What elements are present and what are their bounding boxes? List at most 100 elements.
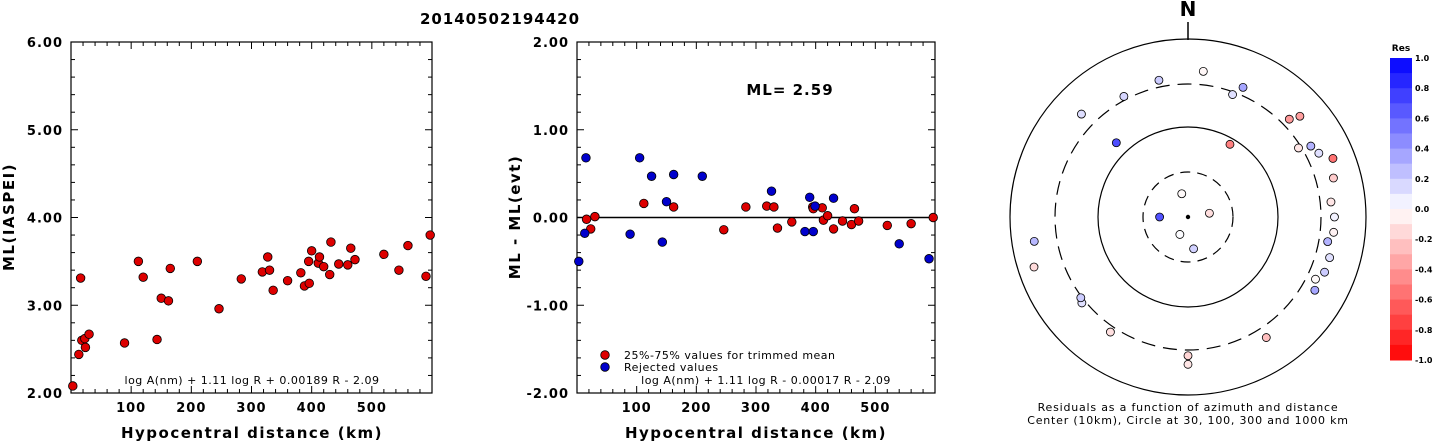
panel-polar-residuals: N Residuals as a function of azimuth and… <box>1009 0 1367 427</box>
y-tick-label: 3.00 <box>27 299 63 314</box>
station-marker <box>1175 230 1185 239</box>
station-marker <box>1329 173 1338 183</box>
panel-1-x-axis-label: Hypocentral distance (km) <box>121 424 383 441</box>
colorbar-cell <box>1390 178 1412 195</box>
colorbar-cell <box>1390 133 1412 150</box>
data-point <box>296 268 306 278</box>
data-point <box>403 240 413 251</box>
rejected-point <box>894 239 904 249</box>
station-marker <box>1314 148 1324 158</box>
colorbar-cell <box>1390 284 1412 301</box>
y-tick-label: 1.00 <box>533 124 569 139</box>
station-marker <box>1329 227 1339 237</box>
station-marker <box>1155 212 1165 222</box>
x-tick-label: 400 <box>801 401 831 416</box>
data-point <box>314 252 325 262</box>
y-tick-label: 5.00 <box>27 124 63 139</box>
data-point <box>138 272 148 282</box>
rejected-point <box>697 171 708 181</box>
colorbar-cell <box>1390 269 1412 285</box>
colorbar-tick-label: 0.0 <box>1415 205 1430 214</box>
station-marker <box>1228 90 1237 99</box>
data-point <box>163 296 174 306</box>
panel-residual-vs-distance: -2.00 -1.00 0.00 1.00 2.00 100 200 300 400 500 M… <box>506 36 938 441</box>
x-tick-label: 300 <box>741 401 771 416</box>
colorbar-cell <box>1390 254 1412 270</box>
data-point <box>772 223 783 233</box>
colorbar-cell <box>1390 329 1412 346</box>
station-marker <box>1029 262 1039 272</box>
rejected-point <box>828 193 839 203</box>
y-tick-label: -1.00 <box>527 299 569 314</box>
polar-caption-line-1: Residuals as a function of azimuth and d… <box>1038 401 1339 414</box>
data-point <box>394 265 404 275</box>
ring-100km <box>1097 126 1279 308</box>
data-point <box>346 243 356 253</box>
polar-caption-line-2: Center (10km), Circle at 30, 100, 300 an… <box>1027 414 1349 427</box>
station-marker <box>1189 244 1199 254</box>
data-point <box>882 220 892 231</box>
data-point <box>119 338 130 348</box>
colorbar-cell <box>1390 163 1412 180</box>
y-tick-label: 2.00 <box>27 387 63 402</box>
data-point <box>379 249 389 260</box>
rejected-point <box>924 254 934 264</box>
x-tick-label: 300 <box>236 401 266 416</box>
data-point <box>849 204 860 214</box>
rejected-point <box>668 169 679 180</box>
panel-2-y-axis-label: ML - ML(evt) <box>506 155 524 279</box>
station-marker <box>1325 253 1335 263</box>
y-tick-label: 2.00 <box>533 36 569 51</box>
station-marker <box>1295 111 1305 121</box>
rejected-point <box>625 229 635 239</box>
station-marker <box>1326 197 1336 207</box>
station-marker <box>1225 139 1235 149</box>
colorbar-cell <box>1390 88 1412 104</box>
data-point <box>303 256 314 267</box>
rejected-point <box>661 197 672 207</box>
data-point <box>165 263 175 274</box>
y-tick-label: -2.00 <box>527 387 569 402</box>
ring-1000km <box>1009 38 1367 396</box>
colorbar-cell <box>1390 58 1412 74</box>
data-point <box>268 285 278 296</box>
data-point <box>192 256 203 267</box>
rejected-point <box>581 153 591 163</box>
data-point <box>787 217 797 227</box>
legend-label-trimmed: 25%-75% values for trimmed mean <box>624 349 836 362</box>
data-point <box>306 246 317 256</box>
colorbar-cell <box>1390 73 1412 89</box>
colorbar-tick-label: -0.2 <box>1415 235 1433 244</box>
colorbar-tick-label: -0.4 <box>1415 265 1433 274</box>
data-point <box>282 275 293 286</box>
colorbar-tick-label: -1.0 <box>1415 356 1433 365</box>
data-point <box>581 214 592 224</box>
panel-2-x-axis-label: Hypocentral distance (km) <box>625 424 887 441</box>
residual-colorbar: Res 1.0 0.8 0.6 0.4 0.2 0.0 -0.2 -0.4 -0.6 -0.8 -1… <box>1390 44 1433 365</box>
colorbar-cell <box>1390 209 1412 225</box>
data-point <box>152 334 162 345</box>
x-tick-label: 100 <box>116 401 146 416</box>
panel-2-formula: log A(nm) + 1.11 log R - 0.00017 R - 2.0… <box>641 374 891 387</box>
colorbar-cell <box>1390 193 1412 210</box>
station-marker <box>1177 189 1187 199</box>
station-marker <box>1076 293 1086 303</box>
colorbar-cell <box>1390 148 1412 165</box>
data-point <box>84 329 94 339</box>
data-point <box>263 252 273 262</box>
epicenter-marker <box>1185 214 1191 220</box>
data-point <box>325 269 335 280</box>
colorbar-title: Res <box>1392 44 1410 54</box>
event-magnitude: ML= 2.59 <box>746 81 833 99</box>
x-tick-label: 200 <box>176 401 206 416</box>
legend-label-rejected: Rejected values <box>624 361 719 374</box>
data-point <box>343 260 353 270</box>
station-marker <box>1183 359 1193 369</box>
colorbar-tick-label: 1.0 <box>1415 54 1430 63</box>
station-marker <box>1077 109 1086 119</box>
station-marker <box>1311 274 1320 284</box>
colorbar-tick-label: 0.6 <box>1415 114 1430 123</box>
colorbar-cell <box>1390 314 1412 331</box>
station-marker <box>1306 141 1316 151</box>
colorbar-cell <box>1390 224 1412 240</box>
